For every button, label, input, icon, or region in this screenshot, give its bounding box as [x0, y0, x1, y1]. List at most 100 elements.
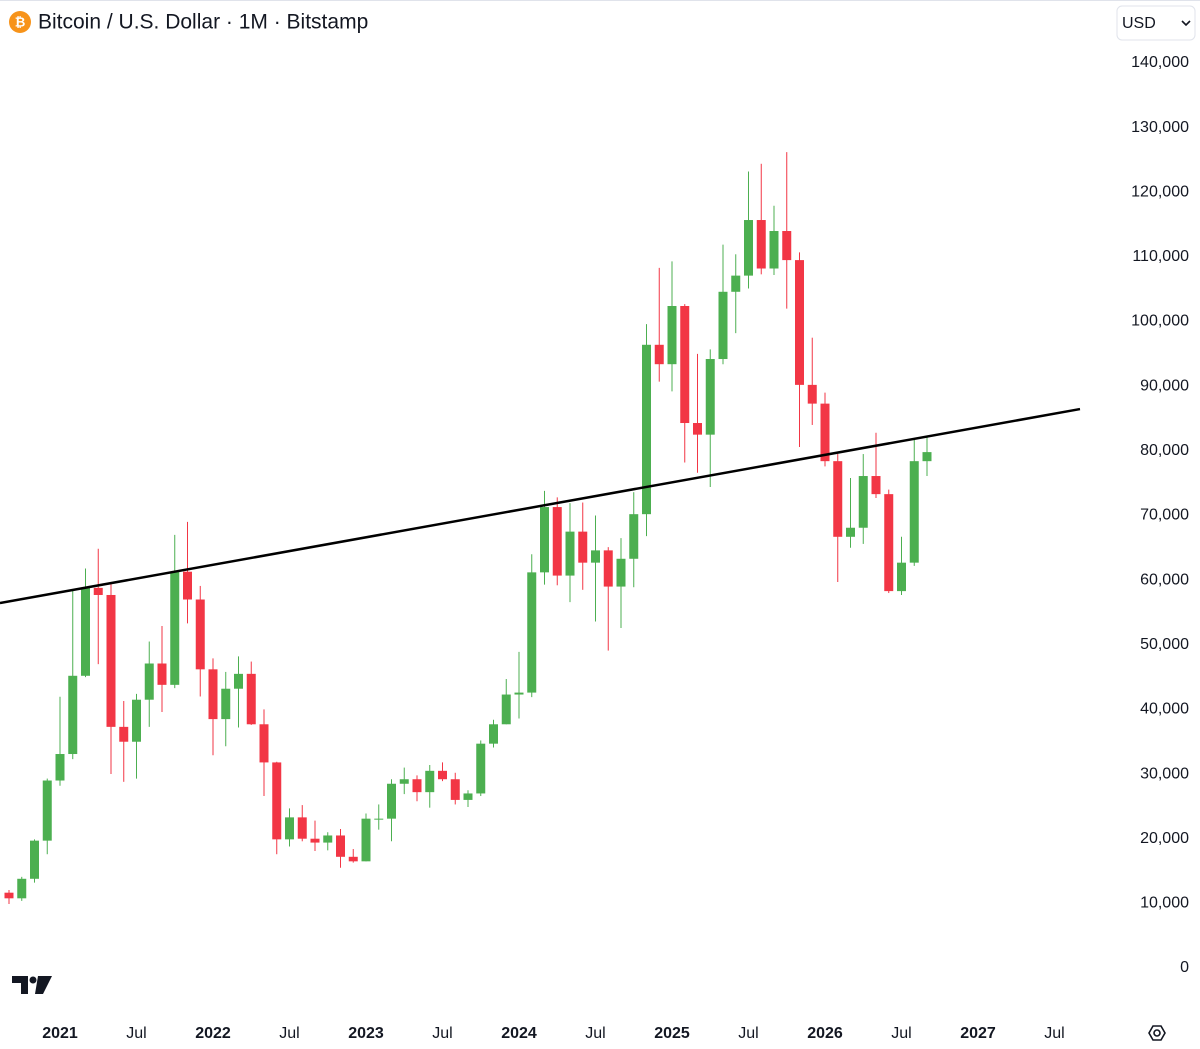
- candle-body: [871, 476, 881, 495]
- currency-label[interactable]: USD: [1122, 15, 1156, 32]
- candle-body: [463, 793, 473, 800]
- candle-body: [412, 779, 422, 793]
- x-tick-label: 2021: [42, 1025, 78, 1042]
- candle-body: [667, 306, 677, 365]
- candle-body: [603, 550, 613, 587]
- candle-body: [795, 260, 804, 385]
- candle-body: [846, 527, 855, 537]
- candle-body: [144, 663, 154, 700]
- candle-body: [858, 476, 868, 528]
- y-tick-label: 40,000: [1140, 701, 1189, 718]
- candle-body: [489, 724, 498, 744]
- candle-body: [234, 673, 243, 689]
- candle-body: [578, 531, 588, 563]
- candle-body: [259, 724, 269, 763]
- candle-body: [476, 743, 486, 794]
- x-tick-label: 2023: [348, 1025, 384, 1042]
- candle-body: [30, 840, 39, 879]
- candle-body: [591, 550, 600, 563]
- candle-body: [527, 572, 537, 693]
- settings-button[interactable]: [1148, 1025, 1166, 1041]
- candle-body: [642, 344, 651, 515]
- candle-body: [361, 818, 371, 862]
- candle-body: [884, 494, 894, 592]
- candle-body: [195, 599, 205, 670]
- y-tick-label: 130,000: [1131, 119, 1189, 136]
- candle-body: [336, 835, 345, 857]
- candle-body: [106, 594, 116, 727]
- candle-body: [833, 461, 843, 537]
- y-tick-label: 10,000: [1140, 895, 1189, 912]
- candle-body: [221, 688, 231, 720]
- y-tick-label: 60,000: [1140, 571, 1189, 588]
- candle-body: [81, 587, 90, 676]
- candle-body: [246, 673, 256, 725]
- x-tick-label: 2026: [807, 1025, 843, 1042]
- x-tick-label: Jul: [126, 1025, 146, 1042]
- y-tick-label: 140,000: [1131, 54, 1189, 71]
- candle-body: [297, 817, 307, 839]
- candle-body: [922, 452, 932, 462]
- candle-body: [514, 692, 524, 695]
- y-tick-label: 90,000: [1140, 377, 1189, 394]
- candle-body: [540, 507, 549, 573]
- x-tick-label: 2027: [960, 1025, 996, 1042]
- candle-body: [629, 514, 639, 559]
- tradingview-logo: [12, 976, 52, 994]
- candle-body: [744, 220, 753, 276]
- candle-body: [399, 779, 409, 784]
- candle-body: [718, 291, 728, 360]
- candle-body: [157, 663, 167, 685]
- y-tick-label: 70,000: [1140, 507, 1189, 524]
- candle-body: [285, 817, 294, 840]
- candle-body: [310, 838, 320, 843]
- x-tick-label: Jul: [1044, 1025, 1064, 1042]
- candle-body: [897, 562, 906, 592]
- candle-body: [55, 754, 65, 781]
- candle-body: [132, 699, 141, 742]
- y-tick-label: 0: [1180, 959, 1189, 976]
- y-tick-label: 80,000: [1140, 442, 1189, 459]
- candle-body: [374, 818, 384, 820]
- candle-body: [909, 461, 919, 563]
- candle-body: [208, 669, 218, 720]
- y-tick-label: 50,000: [1140, 636, 1189, 653]
- y-tick-label: 100,000: [1131, 313, 1189, 330]
- candle-body: [680, 306, 690, 424]
- candle-body: [323, 835, 333, 843]
- bitcoin-symbol: ₿: [15, 14, 26, 29]
- y-tick-label: 110,000: [1132, 248, 1189, 265]
- trendline: [0, 407, 1081, 605]
- x-tick-label: 2024: [501, 1025, 537, 1042]
- x-tick-label: 2022: [195, 1025, 231, 1042]
- currency-select[interactable]: [1116, 5, 1196, 41]
- candle-body: [501, 694, 511, 725]
- x-tick-label: 2025: [654, 1025, 690, 1042]
- x-tick-label: Jul: [279, 1025, 299, 1042]
- y-tick-label: 120,000: [1131, 183, 1189, 200]
- candle-body: [170, 571, 180, 685]
- bitcoin-icon: [9, 11, 31, 33]
- candle-body: [93, 587, 103, 595]
- chart-title: Bitcoin / U.S. Dollar · 1M · Bitstamp: [38, 11, 368, 34]
- dropdown-arrow[interactable]: [1181, 20, 1191, 27]
- candle-body: [42, 780, 52, 841]
- candle-body: [425, 770, 435, 793]
- candle-body: [782, 231, 792, 261]
- candle-body: [4, 892, 14, 899]
- candle-body: [17, 878, 27, 899]
- candle-body: [552, 507, 562, 576]
- y-tick-label: 30,000: [1140, 765, 1189, 782]
- candle-body: [769, 231, 779, 269]
- candle-body: [756, 220, 766, 269]
- candle-body: [348, 856, 358, 862]
- x-tick-label: Jul: [585, 1025, 605, 1042]
- candle-body: [820, 403, 830, 462]
- x-tick-label: Jul: [891, 1025, 911, 1042]
- candle-body: [272, 762, 282, 840]
- candle-body: [183, 571, 192, 600]
- candle-body: [807, 384, 817, 404]
- candle-body: [565, 531, 575, 576]
